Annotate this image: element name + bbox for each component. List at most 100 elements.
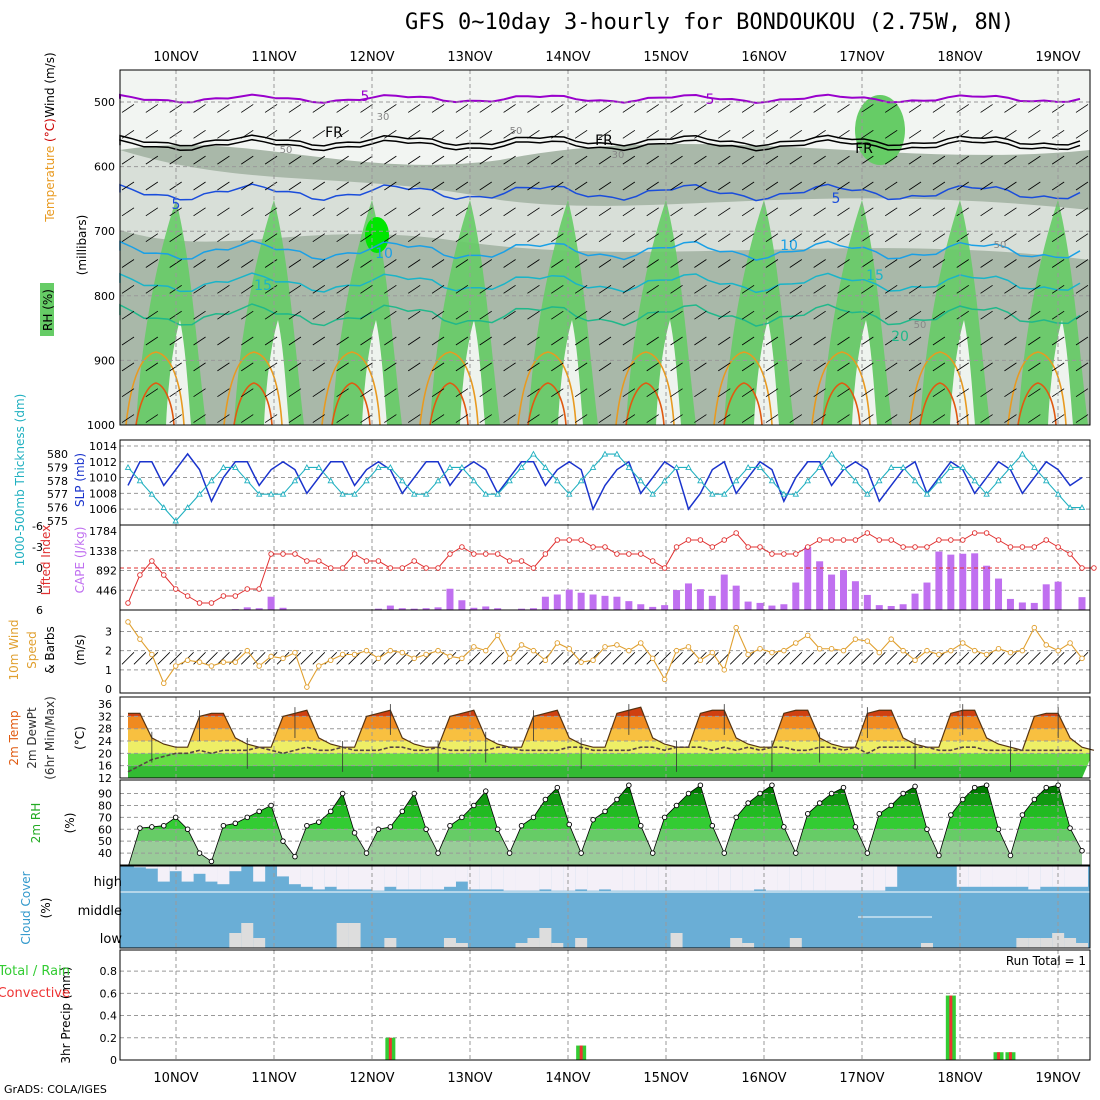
wind-speed-line-point xyxy=(1019,647,1026,654)
pressure-tick: 500 xyxy=(94,96,115,109)
profile-barb xyxy=(121,414,135,423)
profile-barb xyxy=(479,259,492,268)
wind-speed-line-point xyxy=(256,663,262,669)
cloud-high-clear xyxy=(372,866,385,891)
profile-barb xyxy=(980,336,993,346)
rh-band xyxy=(128,793,1082,806)
ylabel-slp-text: SLP (mb) xyxy=(73,453,87,507)
thickness-line-point xyxy=(709,490,716,497)
thickness-line-point xyxy=(911,477,919,484)
temp-band xyxy=(128,707,1090,717)
profile-barb xyxy=(431,336,445,346)
profile-barb xyxy=(741,362,755,372)
contour-label: 10 xyxy=(780,238,798,254)
rh-line-point xyxy=(828,790,835,797)
pressure-tick: 900 xyxy=(94,354,115,367)
ylabel-dewpt-text: 2m DewPt xyxy=(25,707,39,769)
cloud-high-clear xyxy=(229,866,242,872)
profile-barb xyxy=(622,207,636,217)
rh-line-point xyxy=(840,784,847,791)
rh-line-point xyxy=(781,824,787,830)
rh-band xyxy=(128,829,1082,842)
thickness-line-point xyxy=(1078,504,1086,511)
profile-barb xyxy=(622,414,636,423)
cloud-low-bar xyxy=(455,943,468,948)
chart-title: GFS 0~10day 3-hourly for BONDOUKOU (2.75… xyxy=(405,10,1015,35)
profile-barb xyxy=(598,181,612,191)
thickness-line-point xyxy=(613,450,621,457)
contour-label: 20 xyxy=(891,329,909,345)
contour-20 xyxy=(119,303,1081,327)
cloud-high-clear xyxy=(634,866,647,891)
profile-barb xyxy=(837,181,850,191)
profile-barb xyxy=(694,388,707,398)
wind-tick: 0 xyxy=(105,683,112,696)
lifted-index-line-point xyxy=(566,537,572,543)
cape-bar xyxy=(398,608,406,610)
lifted-index-line-point xyxy=(530,565,537,571)
rh-line-point xyxy=(530,814,537,821)
cape-bar xyxy=(673,590,681,610)
lifted-index-line-point xyxy=(1067,551,1073,557)
precip-tick: 0.4 xyxy=(100,1010,118,1023)
wind-barb xyxy=(1063,652,1077,665)
credit-label: GrADS: COLA/IGES xyxy=(4,1083,107,1096)
lifted-index-line-point xyxy=(936,537,942,543)
wind-speed-line-point xyxy=(220,659,227,665)
temp-band xyxy=(128,753,1090,766)
cloud-high-clear xyxy=(491,866,504,890)
profile-barb xyxy=(193,233,206,242)
contour-label: 15 xyxy=(254,278,272,294)
rh-line-point xyxy=(292,853,298,860)
thickness-line-point xyxy=(887,463,895,470)
rh-line-point xyxy=(387,824,394,830)
thickness-line-point xyxy=(410,490,418,497)
profile-barb xyxy=(1075,336,1089,346)
li-tick: -6 xyxy=(32,520,43,533)
profile-barb xyxy=(718,259,731,268)
contour-30 xyxy=(429,382,469,426)
profile-barb xyxy=(551,414,564,423)
profile-barb xyxy=(1075,285,1089,294)
profile-barb xyxy=(813,259,826,268)
rh-line-point xyxy=(948,812,954,818)
cloud-high-clear xyxy=(157,866,170,882)
profile-barb xyxy=(670,104,683,113)
cloud-high-clear xyxy=(610,866,623,891)
profile-barb xyxy=(694,336,707,346)
profile-barb xyxy=(431,155,445,165)
contour-label: 5 xyxy=(832,191,841,207)
thickness-line-point xyxy=(792,490,800,497)
profile-barb xyxy=(813,310,826,320)
cloud-low-bar xyxy=(229,933,242,948)
profile-barb xyxy=(861,233,874,242)
profile-barb xyxy=(217,414,230,423)
profile-barb xyxy=(312,414,326,423)
lifted-index-line-point xyxy=(888,537,894,543)
profile-barb xyxy=(598,414,612,423)
profile-barb xyxy=(884,285,898,294)
cape-bar xyxy=(1006,598,1014,610)
profile-barb xyxy=(598,129,612,139)
profile-barb xyxy=(503,336,516,346)
wind-barb xyxy=(1028,652,1041,665)
slp-line xyxy=(127,452,1083,512)
wind-speed-line-point xyxy=(828,646,835,652)
cloud-high-clear xyxy=(658,866,671,891)
rh-line-point xyxy=(900,790,906,797)
profile-barb xyxy=(956,285,969,294)
contour-label: 30 xyxy=(377,112,390,123)
pressure-tick: 800 xyxy=(94,290,115,303)
rh-tick: 40 xyxy=(98,847,112,860)
profile-barb xyxy=(908,362,922,372)
profile-barb xyxy=(121,129,135,139)
profile-barb xyxy=(1075,233,1089,242)
profile-barb xyxy=(384,207,397,217)
profile-barb xyxy=(861,259,874,268)
profile-barb xyxy=(813,155,826,165)
wind-barb xyxy=(574,652,588,665)
wind-speed-line-point xyxy=(387,647,394,654)
wind-barb xyxy=(300,652,314,665)
wind-speed-line-point xyxy=(661,676,668,683)
profile-barb xyxy=(384,310,397,320)
